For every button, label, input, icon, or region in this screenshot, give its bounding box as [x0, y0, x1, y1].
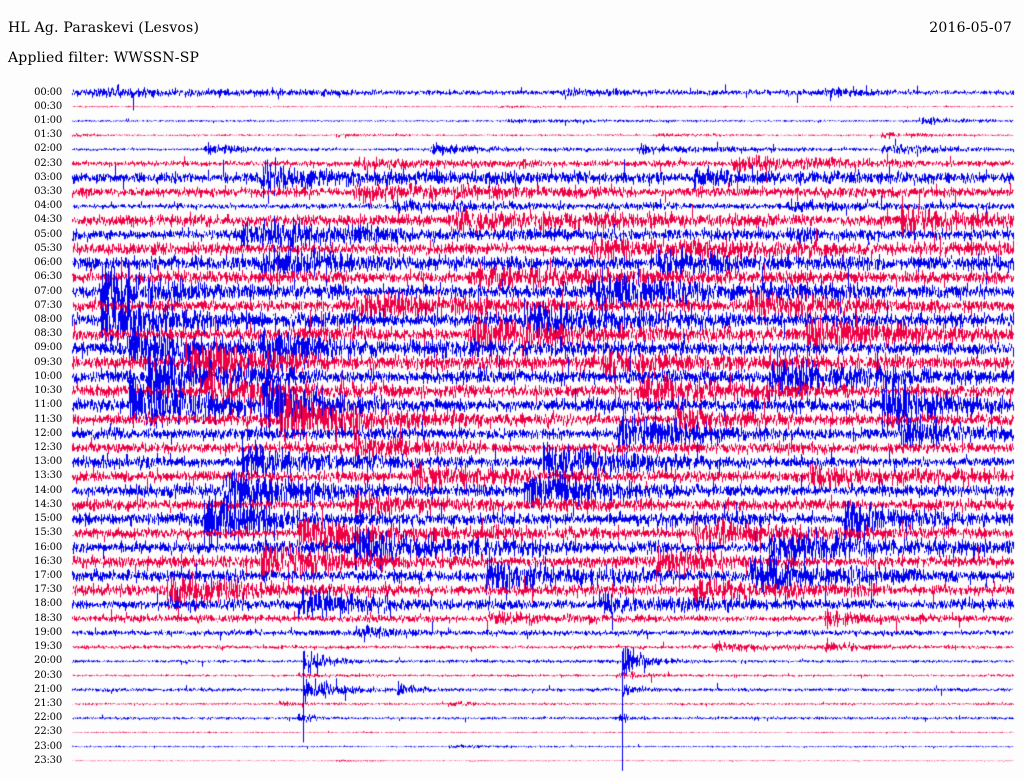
time-label: 01:30: [34, 129, 62, 141]
time-label: 04:30: [34, 214, 62, 226]
waveform-canvas: [0, 80, 1024, 778]
time-label: 13:00: [34, 456, 62, 468]
time-label: 21:00: [34, 683, 62, 695]
station-title: HL Ag. Paraskevi (Lesvos): [8, 20, 200, 36]
time-label: 14:00: [34, 484, 62, 496]
time-label: 20:30: [34, 669, 62, 681]
helicorder-plot: 00:00 00:30 01:00 01:30 02:00 02:30 03:00 03:30…: [0, 80, 1024, 778]
time-label: 18:30: [34, 612, 62, 624]
time-label: 00:00: [34, 86, 62, 98]
time-label: 03:00: [34, 171, 62, 183]
time-label: 18:00: [34, 598, 62, 610]
time-label: 08:30: [34, 328, 62, 340]
time-label: 16:30: [34, 555, 62, 567]
time-label: 05:30: [34, 242, 62, 254]
time-label: 09:30: [34, 356, 62, 368]
time-label: 22:00: [34, 712, 62, 724]
time-label: 09:00: [34, 342, 62, 354]
time-label: 04:00: [34, 200, 62, 212]
time-label: 06:30: [34, 271, 62, 283]
time-label: 21:30: [34, 697, 62, 709]
time-label: 12:00: [34, 427, 62, 439]
time-label: 02:30: [34, 157, 62, 169]
time-label: 23:30: [34, 754, 62, 766]
time-label: 00:30: [34, 100, 62, 112]
time-label: 10:30: [34, 385, 62, 397]
time-label: 19:30: [34, 641, 62, 653]
time-label: 05:00: [34, 228, 62, 240]
time-label: 15:00: [34, 513, 62, 525]
time-label: 20:00: [34, 655, 62, 667]
time-label: 15:30: [34, 527, 62, 539]
time-label: 02:00: [34, 143, 62, 155]
time-label: 07:30: [34, 299, 62, 311]
time-label: 23:00: [34, 740, 62, 752]
time-label: 07:00: [34, 285, 62, 297]
time-label: 01:00: [34, 114, 62, 126]
time-label: 13:30: [34, 470, 62, 482]
time-label: 19:00: [34, 626, 62, 638]
time-label: 22:30: [34, 726, 62, 738]
applied-filter-label: Applied filter: WWSSN-SP: [8, 50, 200, 66]
time-label: 17:00: [34, 569, 62, 581]
time-label: 03:30: [34, 186, 62, 198]
time-label: 12:30: [34, 442, 62, 453]
time-label: 11:00: [34, 399, 62, 411]
time-label: 10:00: [34, 370, 62, 382]
time-label: 11:30: [34, 413, 62, 425]
record-date: 2016-05-07: [929, 20, 1012, 36]
time-label: 14:30: [34, 498, 62, 510]
time-label: 17:30: [34, 584, 62, 596]
time-label: 08:00: [34, 314, 62, 326]
time-label: 06:00: [34, 257, 62, 269]
time-label: 16:00: [34, 541, 62, 553]
